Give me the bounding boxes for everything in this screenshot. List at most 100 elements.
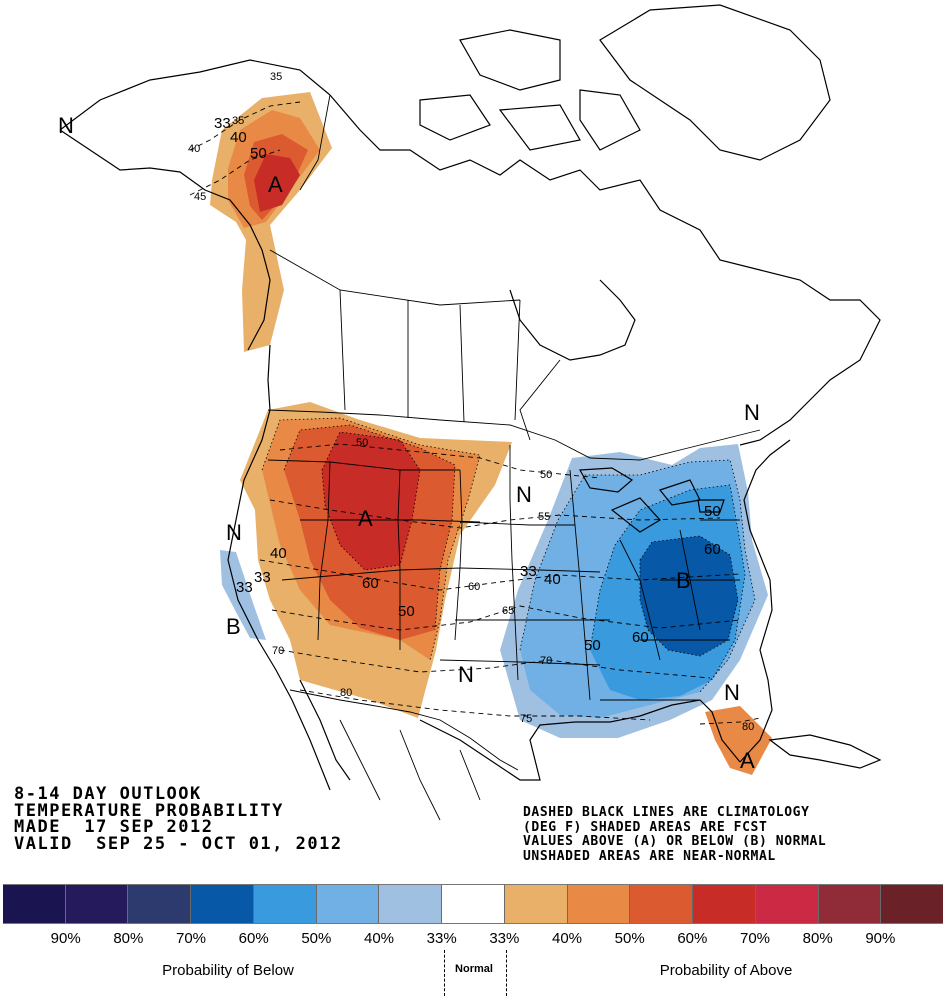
contour-label: 40 — [544, 571, 561, 588]
legend-tick-label: 60% — [238, 930, 269, 947]
contour-label: 65 — [502, 605, 514, 617]
legend-tick-label: 60% — [677, 930, 708, 947]
outlook-header: 8-14 DAY OUTLOOK TEMPERATURE PROBABILITY… — [14, 784, 343, 854]
legend-swatch — [881, 885, 944, 923]
west-contour-60 — [321, 431, 421, 571]
near-normal-label-west-coast: N — [226, 520, 242, 545]
above-label-alaska: A — [268, 172, 283, 197]
normal-left-divider — [444, 950, 445, 996]
contour-label: 33 — [236, 579, 253, 596]
contour-label: 33 — [254, 569, 271, 586]
legend-swatch — [3, 885, 66, 923]
clim-line-50 — [279, 443, 601, 479]
clim-line-alaska — [189, 101, 301, 196]
below-label-west-coast: B — [226, 614, 241, 639]
probability-contours — [261, 417, 756, 693]
legend-swatch — [567, 885, 631, 923]
note-line: (DEG F) SHADED AREAS ARE FCST — [523, 819, 768, 835]
below-east-region — [500, 444, 768, 738]
west-contour-40 — [261, 417, 481, 661]
map-note: DASHED BLACK LINES ARE CLIMATOLOGY (DEG … — [523, 805, 827, 864]
mexico-states — [339, 719, 481, 821]
legend-tick-label: 40% — [551, 930, 583, 947]
east-contour-40 — [519, 459, 756, 693]
contour-label: 50 — [704, 503, 721, 520]
above-label-west: A — [358, 506, 373, 531]
contour-label: 50 — [250, 145, 267, 162]
legend-above-caption: Probability of Above — [659, 962, 793, 979]
baja — [299, 679, 351, 781]
cuba — [768, 734, 882, 769]
contour-label: 60 — [704, 541, 721, 558]
us-states-west — [267, 459, 481, 650]
contour-label: 80 — [340, 687, 352, 699]
contour-label: 50 — [356, 437, 368, 449]
header-valid-period: VALID SEP 25 - OCT 01, 2012 — [14, 833, 343, 854]
mexico-gulf-coast — [419, 699, 741, 781]
near-normal-label-plains: N — [516, 482, 532, 507]
clim-line-70 — [279, 649, 711, 679]
us-states-central — [439, 445, 610, 701]
canada-provinces — [269, 249, 561, 441]
east-contour-60 — [639, 535, 739, 657]
contour-label: 50 — [540, 469, 552, 481]
normal-right-divider — [506, 950, 507, 996]
legend-tick-label: 90% — [865, 930, 896, 947]
alaska-canada-border — [299, 94, 331, 191]
contour-label: 50 — [584, 637, 601, 654]
contour-label: 33 — [520, 563, 537, 580]
us-mexico-border — [289, 689, 519, 771]
legend-normal-caption: Normal — [455, 963, 493, 975]
contour-label: 40 — [188, 143, 200, 155]
legend-swatch — [316, 885, 380, 923]
legend-tick-label: 40% — [363, 930, 395, 947]
contour-label: 33 — [214, 115, 231, 132]
contour-label: 35 — [232, 115, 244, 127]
legend-tick-label: 33% — [489, 930, 520, 947]
contour-label: 60 — [468, 581, 480, 593]
near-normal-label-northeast: N — [744, 400, 760, 425]
north-america-map: N A A N B N N B N N A 33 35 40 50 40 45 … — [58, 4, 882, 821]
greenland — [599, 4, 831, 161]
header-title: 8-14 DAY OUTLOOK — [14, 784, 202, 804]
legend-tick-label: 70% — [175, 930, 207, 947]
west-above-60 — [322, 432, 420, 570]
below-label-east: B — [676, 568, 691, 593]
legend-swatch — [65, 885, 129, 923]
legend-swatch — [128, 885, 192, 923]
contour-label: 60 — [632, 629, 649, 646]
clim-line-80 — [699, 717, 761, 725]
near-normal-label-southeast: N — [724, 680, 740, 705]
hudson-bay — [509, 279, 636, 361]
political-borders — [267, 94, 761, 821]
atlantic-coast — [739, 439, 791, 763]
great-lakes — [579, 467, 725, 533]
east-contour-50 — [589, 484, 746, 681]
contour-label: 55 — [538, 511, 550, 523]
legend-tick-label: 80% — [113, 930, 144, 947]
above-alaska-region — [210, 92, 332, 352]
header-subtitle: TEMPERATURE PROBABILITY — [14, 800, 284, 821]
contour-label: 75 — [520, 713, 532, 725]
note-line: UNSHADED AREAS ARE NEAR-NORMAL — [523, 848, 776, 864]
contour-label: 45 — [194, 191, 206, 203]
contour-label: 35 — [270, 71, 282, 83]
legend-tick-label: 50% — [614, 930, 645, 947]
legend-swatch — [253, 885, 317, 923]
alaska-above-60 — [254, 154, 300, 212]
legend-tick-label: 70% — [739, 930, 771, 947]
legend-swatch — [818, 885, 882, 923]
contour-label: 70 — [540, 655, 552, 667]
contour-label: 70 — [272, 645, 284, 657]
contour-label: 40 — [270, 545, 287, 562]
near-normal-label-alaska: N — [58, 113, 74, 138]
legend-tick-label: 80% — [802, 930, 833, 947]
alaska-coast — [59, 59, 331, 351]
legend-tick-label: 90% — [50, 930, 81, 947]
legend-tick-label: 50% — [301, 930, 332, 947]
note-line: VALUES ABOVE (A) OR BELOW (B) NORMAL — [523, 834, 827, 849]
east-below-60 — [640, 536, 738, 656]
legend-below-caption: Probability of Below — [162, 962, 294, 979]
legend-tick-label: 33% — [426, 930, 457, 947]
